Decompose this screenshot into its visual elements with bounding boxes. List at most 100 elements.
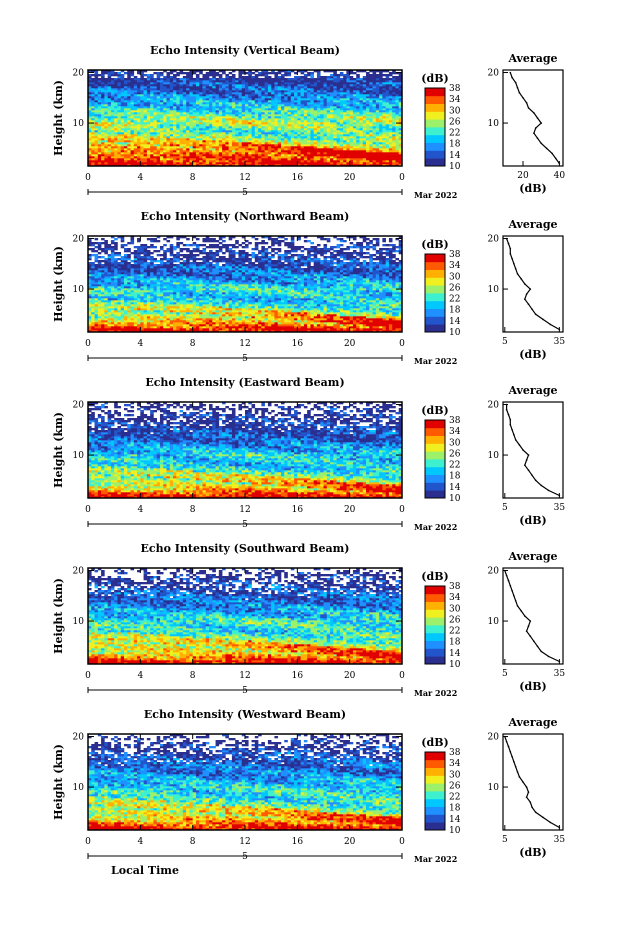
heatmap-cell xyxy=(268,148,272,150)
heatmap-cell xyxy=(144,136,148,138)
heatmap-cell xyxy=(173,130,177,132)
heatmap-cell xyxy=(395,328,399,330)
heatmap-cell xyxy=(386,118,390,120)
heatmap-cell xyxy=(366,328,370,330)
heatmap-cell xyxy=(170,104,174,106)
heatmap-cell xyxy=(176,154,180,156)
heatmap-cell xyxy=(114,120,118,122)
heatmap-cell xyxy=(324,136,328,138)
heatmap-cell xyxy=(386,162,390,164)
heatmap-cell xyxy=(392,92,396,94)
heatmap-cell xyxy=(333,116,337,118)
heatmap-cell xyxy=(366,82,370,84)
heatmap-cell xyxy=(327,92,331,94)
heatmap-cell xyxy=(268,138,272,140)
heatmap-cell xyxy=(229,326,233,328)
heatmap-cell xyxy=(108,134,112,136)
heatmap-cell xyxy=(373,142,377,144)
heatmap-cell xyxy=(304,126,308,128)
heatmap-cell xyxy=(297,144,301,146)
heatmap-cell xyxy=(353,114,357,116)
heatmap-cell xyxy=(291,130,295,132)
heatmap-cell xyxy=(274,120,278,122)
heatmap-cell xyxy=(268,82,272,84)
heatmap-cell xyxy=(330,116,334,118)
heatmap-cell xyxy=(389,108,393,110)
heatmap-cell xyxy=(238,160,242,162)
heatmap-cell xyxy=(232,86,236,88)
heatmap-cell xyxy=(284,92,288,94)
heatmap-cell xyxy=(206,82,210,84)
heatmap-cell xyxy=(150,160,154,162)
heatmap-cell xyxy=(373,156,377,158)
heatmap-cell xyxy=(150,158,154,160)
heatmap-cell xyxy=(238,324,242,326)
heatmap-cell xyxy=(366,92,370,94)
heatmap-cell xyxy=(180,72,184,74)
heatmap-cell xyxy=(186,120,190,122)
heatmap-cell xyxy=(209,112,213,114)
heatmap-cell xyxy=(140,136,144,138)
colorbar-tick-label: 30 xyxy=(449,106,461,116)
heatmap-cell xyxy=(242,154,246,156)
heatmap-cell xyxy=(137,144,141,146)
heatmap-cell xyxy=(127,82,131,84)
heatmap-cell xyxy=(216,110,220,112)
heatmap-cell xyxy=(202,78,206,80)
heatmap-cell xyxy=(373,112,377,114)
heatmap-cell xyxy=(366,102,370,104)
heatmap-cell xyxy=(219,156,223,158)
heatmap-cell xyxy=(206,86,210,88)
heatmap-cell xyxy=(310,124,314,126)
heatmap-cell xyxy=(255,156,259,158)
heatmap-cell xyxy=(173,80,177,82)
heatmap-cell xyxy=(369,324,373,326)
heatmap-cell xyxy=(91,326,95,328)
heatmap-cell xyxy=(314,82,318,84)
heatmap-cell xyxy=(304,102,308,104)
heatmap-cell xyxy=(193,110,197,112)
heatmap-cell xyxy=(193,96,197,98)
heatmap-cell xyxy=(216,74,220,76)
heatmap-cell xyxy=(180,114,184,116)
heatmap-cell xyxy=(186,140,190,142)
heatmap-cell xyxy=(395,130,399,132)
heatmap-cell xyxy=(229,146,233,148)
heatmap-cell xyxy=(101,74,105,76)
heatmap-cell xyxy=(297,158,301,160)
heatmap-cell xyxy=(222,148,226,150)
heatmap-cell xyxy=(235,86,239,88)
heatmap-cell xyxy=(183,112,187,114)
heatmap-cell xyxy=(199,130,203,132)
heatmap-cell xyxy=(258,126,262,128)
heatmap-cell xyxy=(346,148,350,150)
heatmap-cell xyxy=(297,162,301,164)
heatmap-cell xyxy=(379,86,383,88)
heatmap-cell xyxy=(294,124,298,126)
heatmap-cell xyxy=(343,148,347,150)
heatmap-cell xyxy=(225,84,229,86)
heatmap-cell xyxy=(235,160,239,162)
heatmap-cell xyxy=(202,160,206,162)
heatmap-cell xyxy=(310,96,314,98)
heatmap-cell xyxy=(176,84,180,86)
heatmap-cell xyxy=(389,122,393,124)
heatmap-cell xyxy=(173,120,177,122)
heatmap-cell xyxy=(268,90,272,92)
heatmap-cell xyxy=(91,100,95,102)
heatmap-cell xyxy=(124,324,128,326)
heatmap-cell xyxy=(245,100,249,102)
heatmap-cell xyxy=(261,148,265,150)
heatmap-cell xyxy=(157,94,161,96)
heatmap-cell xyxy=(265,148,269,150)
heatmap-cell xyxy=(337,154,341,156)
heatmap-cell xyxy=(238,136,242,138)
heatmap-cell xyxy=(291,136,295,138)
heatmap-cell xyxy=(261,146,265,148)
heatmap-cell xyxy=(376,84,380,86)
heatmap-cell xyxy=(176,130,180,132)
heatmap-cell xyxy=(202,92,206,94)
heatmap-cell xyxy=(108,122,112,124)
heatmap-cell xyxy=(206,150,210,152)
heatmap-cell xyxy=(310,92,314,94)
